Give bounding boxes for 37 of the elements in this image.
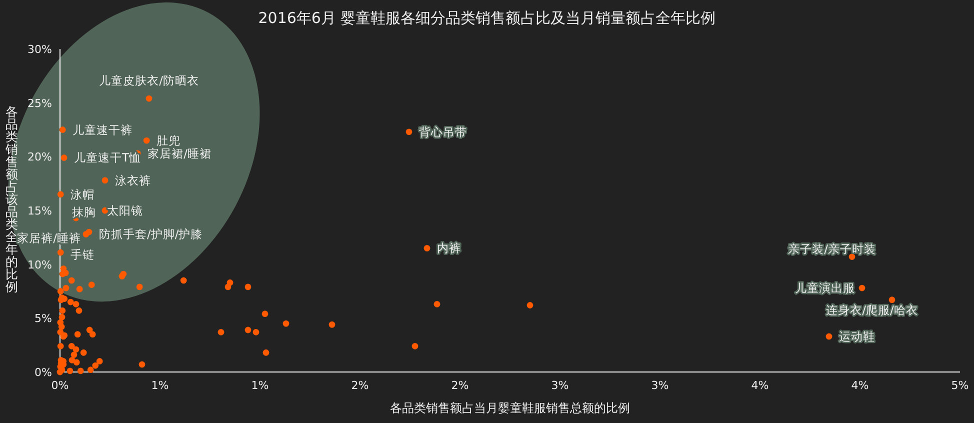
y-tick-label: 0% <box>34 366 52 379</box>
annotation: 亲子装/亲子时装 <box>788 242 876 256</box>
annotation: 家居裙/睡裙 <box>148 146 212 160</box>
y-tick-label: 5% <box>34 312 52 326</box>
x-tick-label: 3% <box>651 379 669 392</box>
x-tick-label: 4% <box>851 379 869 392</box>
y-tick-label: 30% <box>28 43 52 56</box>
annotation: 儿童速干T恤 <box>74 150 142 165</box>
annotation: 运动鞋 <box>839 329 875 344</box>
y-tick-label: 25% <box>28 96 52 110</box>
chart-title: 2016年6月 婴童鞋服各细分品类销售额占比及当月销量额占全年比例 <box>258 9 716 27</box>
x-tick-label: 1% <box>151 379 169 392</box>
x-tick-label: 5% <box>951 379 969 392</box>
x-tick-label: 1% <box>251 379 269 392</box>
annotation: 肚兜 <box>156 134 181 148</box>
y-tick-label: 10% <box>28 258 52 272</box>
annotation: 儿童皮肤衣/防晒衣 <box>99 74 199 88</box>
annotation: 抹胸 <box>72 205 96 220</box>
y-tick-label: 15% <box>28 204 52 218</box>
annotation: 儿童演出服 <box>795 281 855 296</box>
annotation: 手链 <box>70 247 95 262</box>
x-tick-label: 3% <box>551 379 569 392</box>
annotation: 防抓手套/护脚/护膝 <box>99 227 203 242</box>
x-tick-label: 2% <box>351 379 369 392</box>
annotation: 儿童速干裤 <box>72 122 133 137</box>
x-axis-title: 各品类销售额占当月婴童鞋服销售总额的比例 <box>390 401 630 415</box>
x-tick-label: 4% <box>751 379 769 392</box>
x-tick-label: 2% <box>451 379 469 392</box>
annotation: 泳帽 <box>70 187 95 202</box>
y-tick-label: 20% <box>28 150 52 164</box>
annotation: 泳衣裤 <box>115 173 151 188</box>
y-axis-title: 各品类销售额占该品类全年的比例 <box>6 104 18 294</box>
annotation: 背心吊带 <box>419 124 467 139</box>
annotation: 太阳镜 <box>107 204 143 218</box>
annotation: 连身衣/爬服/哈衣 <box>826 302 918 317</box>
x-tick-label: 0% <box>51 379 69 392</box>
annotation: 内裤 <box>437 241 461 256</box>
